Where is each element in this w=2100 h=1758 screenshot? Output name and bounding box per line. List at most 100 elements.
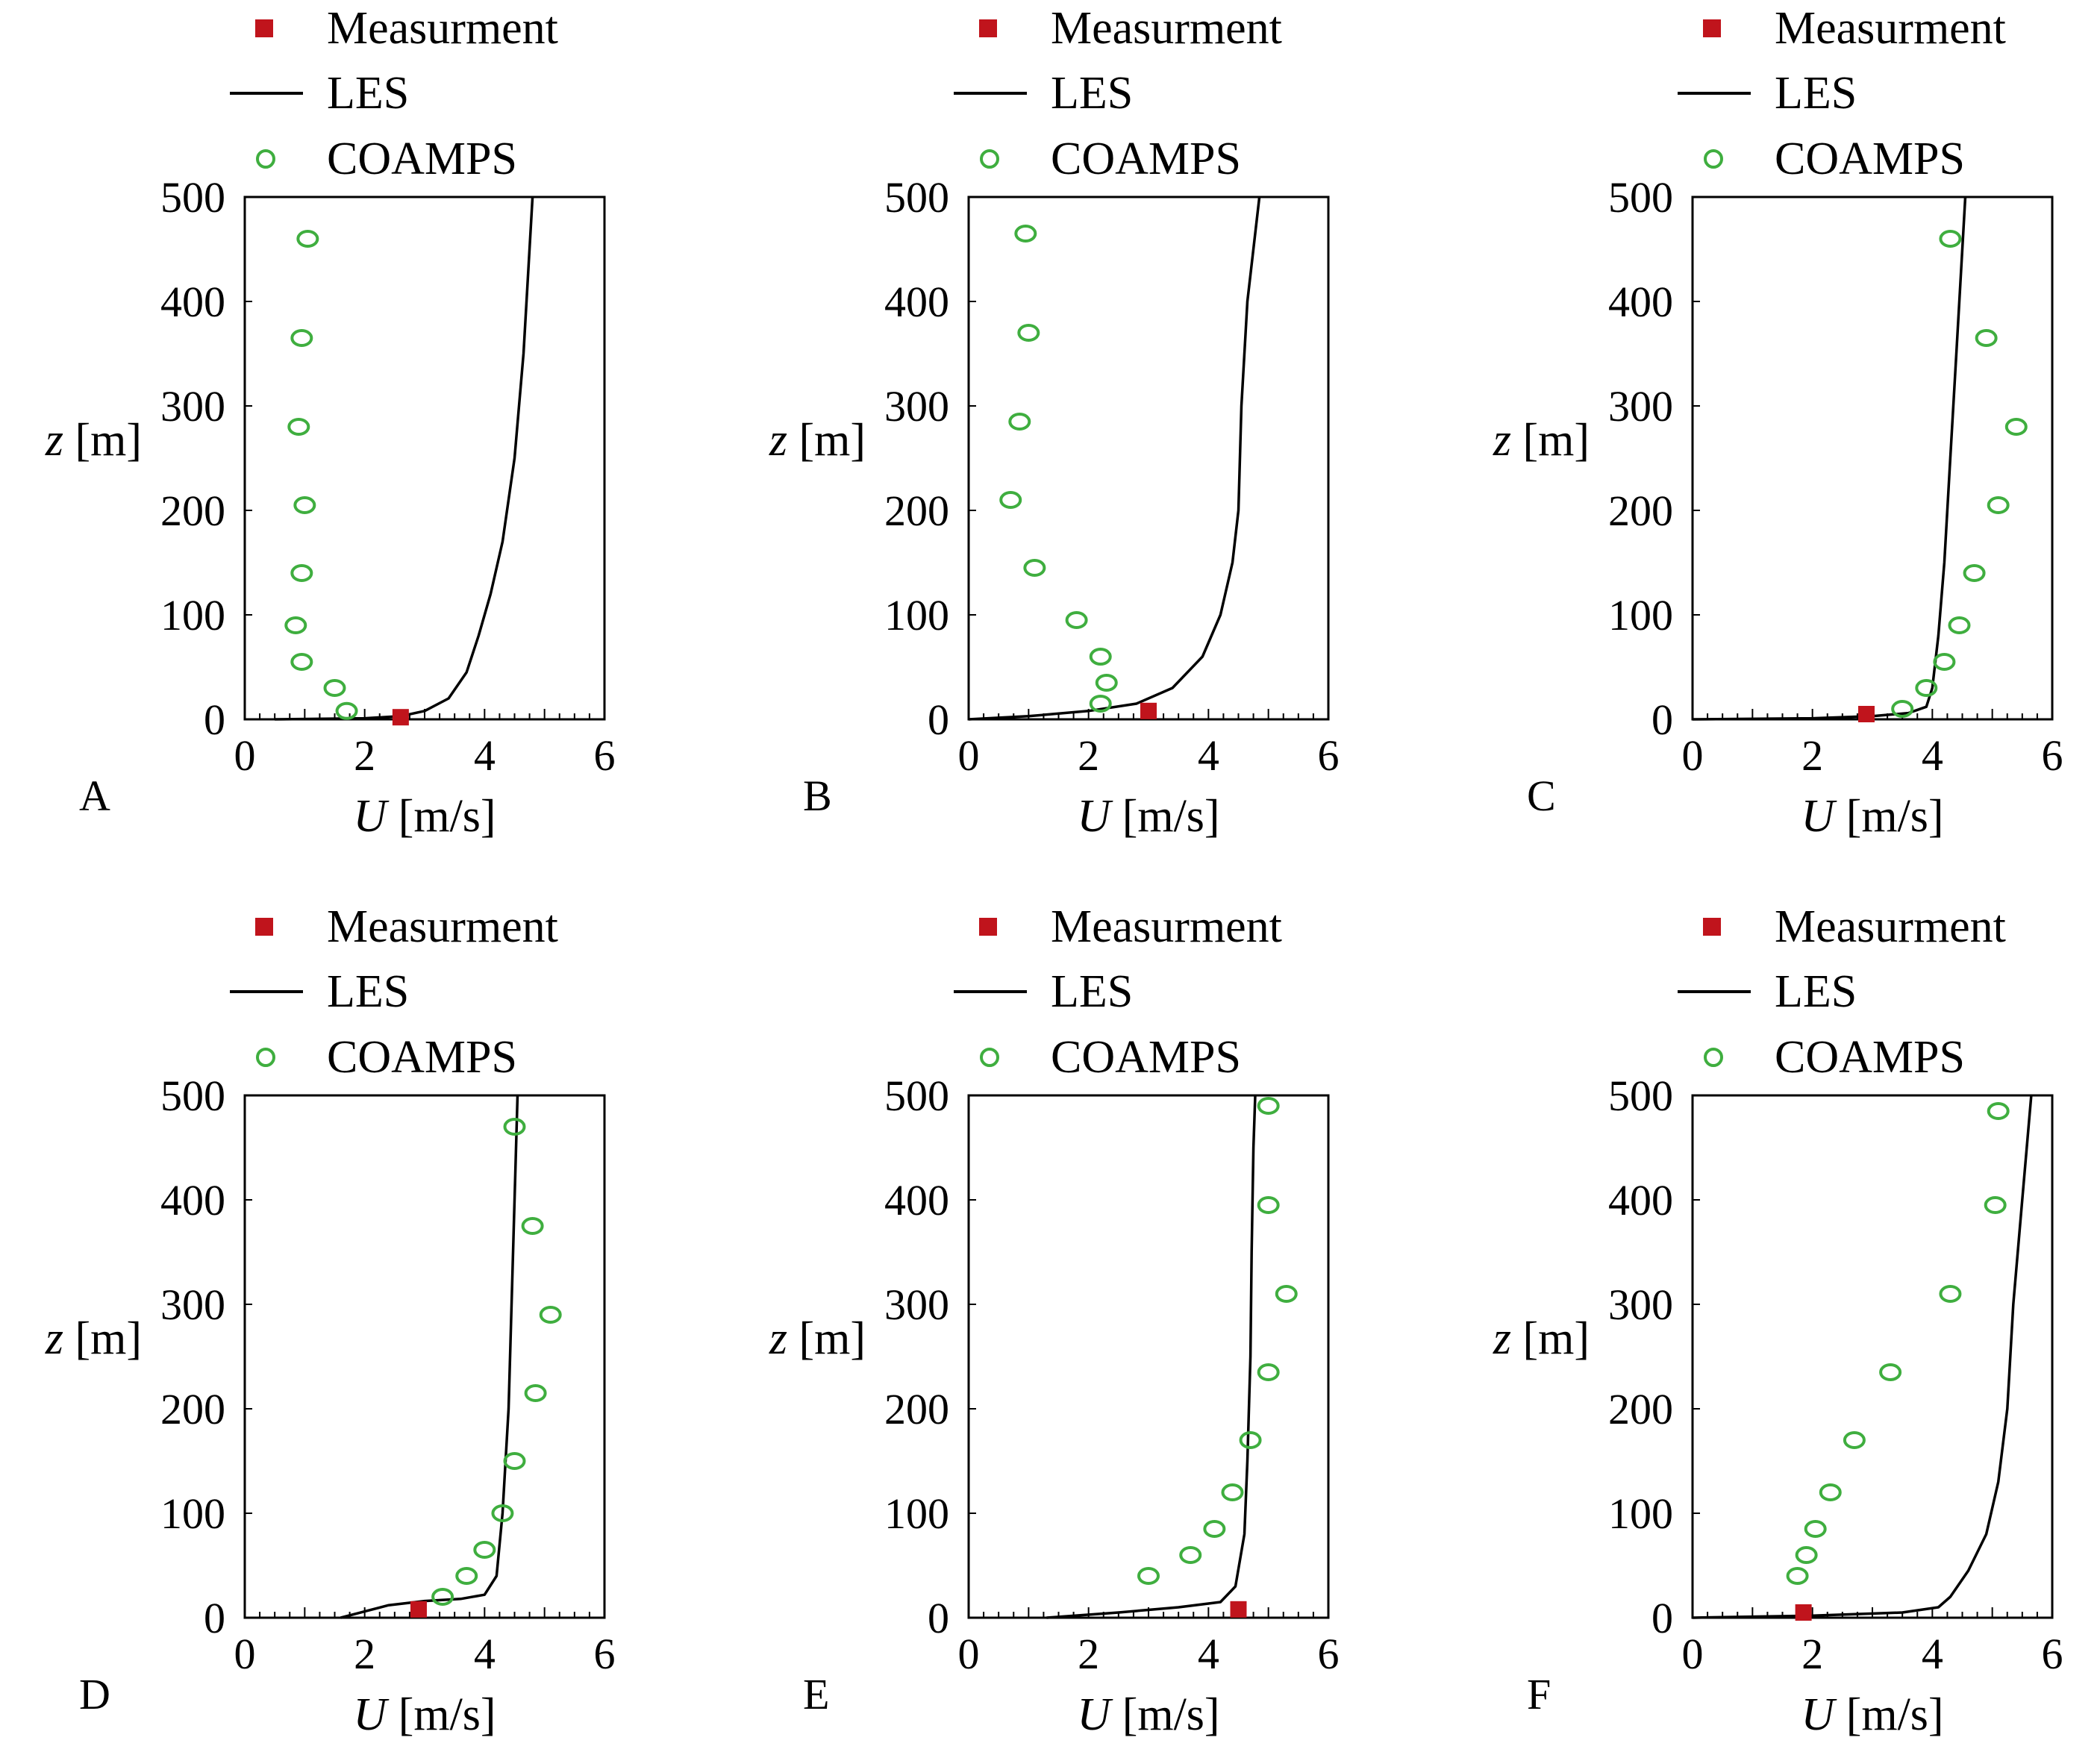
coamps-point bbox=[323, 679, 346, 697]
les-line bbox=[340, 1095, 519, 1619]
coamps-point bbox=[1804, 1520, 1827, 1538]
coamps-point bbox=[287, 418, 310, 436]
coamps-point bbox=[1879, 1363, 1902, 1381]
x-axis-title: U [m/s] bbox=[1077, 791, 1219, 842]
coamps-point bbox=[473, 1541, 496, 1559]
coamps-point bbox=[1987, 1102, 2010, 1120]
plot-frame bbox=[967, 195, 1330, 721]
coamps-point bbox=[1891, 700, 1914, 718]
coamps-point bbox=[1939, 230, 1962, 248]
x-tick-label: 4 bbox=[1198, 731, 1219, 780]
les-line bbox=[1046, 1095, 1257, 1619]
x-tick-label: 0 bbox=[958, 731, 980, 780]
legend-coamps-label: COAMPS bbox=[1775, 1032, 1965, 1083]
coamps-point bbox=[521, 1217, 544, 1235]
y-tick-label: 500 bbox=[884, 1072, 949, 1120]
legend: Measurment LES COAMPS bbox=[1678, 901, 2006, 1083]
coamps-point bbox=[1065, 611, 1088, 629]
y-tick-label: 300 bbox=[884, 1280, 949, 1329]
x-tick-label: 2 bbox=[1801, 731, 1823, 780]
coamps-point bbox=[1257, 1363, 1280, 1381]
panel-label: E bbox=[803, 1670, 829, 1718]
coamps-point bbox=[1089, 695, 1112, 713]
y-tick-label: 200 bbox=[1608, 487, 1673, 535]
x-tick-label: 6 bbox=[2042, 731, 2063, 780]
coamps-point bbox=[1137, 1567, 1160, 1585]
measurement-point bbox=[1140, 702, 1157, 719]
x-tick-label: 6 bbox=[2042, 1630, 2063, 1678]
y-tick-label: 500 bbox=[160, 1072, 225, 1120]
y-axis-title: z [m] bbox=[45, 1313, 142, 1364]
coamps-point bbox=[1179, 1546, 1202, 1564]
legend-measurement-label: Measurment bbox=[327, 3, 558, 54]
legend-measurement-marker bbox=[979, 19, 997, 37]
x-tick-label: 6 bbox=[594, 731, 616, 780]
y-tick-label: 0 bbox=[204, 695, 225, 744]
coamps-point bbox=[503, 1118, 526, 1136]
legend-measurement-marker bbox=[255, 19, 273, 37]
legend-les-label: LES bbox=[1051, 68, 1133, 119]
coamps-point bbox=[290, 564, 313, 582]
coamps-point bbox=[1239, 1431, 1262, 1449]
x-tick-label: 2 bbox=[1078, 1630, 1099, 1678]
legend-coamps-marker bbox=[256, 1048, 275, 1067]
les-line bbox=[1692, 196, 1967, 721]
coamps-point bbox=[1984, 1196, 2007, 1214]
legend: Measurment LES COAMPS bbox=[230, 3, 558, 184]
plot-frame bbox=[967, 1094, 1330, 1619]
coamps-point bbox=[1963, 564, 1986, 582]
legend-les-label: LES bbox=[1051, 966, 1133, 1017]
x-tick-label: 6 bbox=[1318, 731, 1340, 780]
x-tick-label: 4 bbox=[474, 1630, 496, 1678]
plot-frame bbox=[1691, 1094, 2054, 1619]
coamps-point bbox=[290, 329, 313, 347]
coamps-point bbox=[1275, 1285, 1298, 1303]
x-tick-label: 0 bbox=[234, 1630, 256, 1678]
legend-measurement-marker bbox=[1703, 918, 1721, 936]
legend-measurement-label: Measurment bbox=[1051, 901, 1282, 952]
y-tick-label: 100 bbox=[1608, 1489, 1673, 1538]
coamps-point bbox=[1089, 648, 1112, 666]
legend-measurement-label: Measurment bbox=[1051, 3, 1282, 54]
legend-measurement-marker bbox=[1703, 19, 1721, 37]
legend-coamps-marker bbox=[980, 1048, 999, 1067]
y-tick-label: 400 bbox=[884, 1176, 949, 1224]
panel-label: A bbox=[79, 772, 110, 820]
les-line bbox=[275, 196, 534, 721]
y-tick-label: 100 bbox=[884, 591, 949, 639]
measurement-point bbox=[1857, 706, 1875, 722]
y-tick-label: 200 bbox=[884, 1385, 949, 1433]
legend-coamps-label: COAMPS bbox=[1775, 134, 1965, 184]
legend: Measurment LES COAMPS bbox=[954, 901, 1282, 1083]
y-axis-title: z [m] bbox=[769, 415, 866, 466]
y-tick-label: 300 bbox=[884, 382, 949, 431]
legend-measurement-label: Measurment bbox=[1775, 901, 2006, 952]
panel-label: D bbox=[79, 1670, 110, 1718]
x-tick-label: 0 bbox=[234, 731, 256, 780]
coamps-point bbox=[1987, 496, 2010, 514]
y-tick-label: 300 bbox=[160, 1280, 225, 1329]
x-tick-label: 0 bbox=[958, 1630, 980, 1678]
y-tick-label: 400 bbox=[1608, 1176, 1673, 1224]
y-tick-label: 0 bbox=[928, 1594, 949, 1642]
x-tick-label: 6 bbox=[1318, 1630, 1340, 1678]
y-tick-label: 500 bbox=[1608, 173, 1673, 222]
x-tick-label: 4 bbox=[1922, 731, 1943, 780]
legend-measurement-marker bbox=[255, 918, 273, 936]
coamps-point bbox=[293, 496, 316, 514]
x-axis-title: U [m/s] bbox=[353, 791, 496, 842]
y-tick-label: 300 bbox=[1608, 382, 1673, 431]
coamps-point bbox=[1203, 1520, 1226, 1538]
panel-e: Measurment LES COAMPS 0 2 4 6 0 100 200 300 400 500 U… bbox=[769, 901, 1340, 1740]
legend-coamps-marker bbox=[980, 149, 999, 169]
coamps-point bbox=[1008, 413, 1031, 431]
coamps-point bbox=[1948, 616, 1971, 634]
x-axis-title: U [m/s] bbox=[353, 1689, 496, 1740]
legend-coamps-marker bbox=[1704, 149, 1723, 169]
panel-b: Measurment LES COAMPS 0 2 4 6 0 100 200 300 400 500 U… bbox=[769, 3, 1340, 842]
les-line bbox=[1692, 1095, 2033, 1619]
legend: Measurment LES COAMPS bbox=[954, 3, 1282, 184]
y-axis-title: z [m] bbox=[1493, 415, 1590, 466]
measurement-point bbox=[410, 1601, 427, 1618]
